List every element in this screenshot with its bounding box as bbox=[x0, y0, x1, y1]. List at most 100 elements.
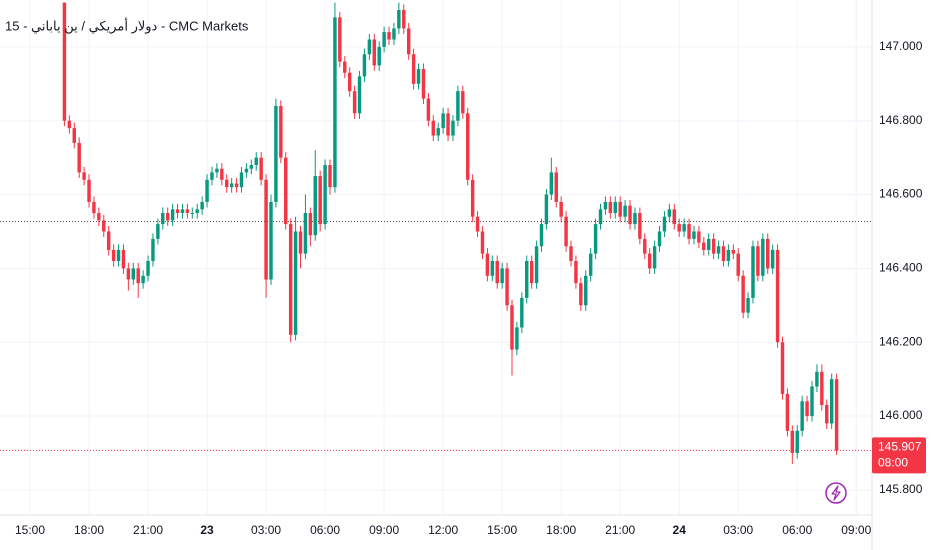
candle-body bbox=[362, 54, 367, 77]
candle-body bbox=[756, 246, 760, 276]
candle-body bbox=[165, 213, 170, 221]
candle-body bbox=[274, 105, 278, 202]
candle-body bbox=[441, 113, 445, 129]
candle-body bbox=[569, 246, 573, 262]
candle-body bbox=[716, 246, 721, 254]
candle-body bbox=[766, 238, 770, 269]
candle-body bbox=[372, 39, 376, 66]
candle-body bbox=[534, 246, 539, 284]
candle-body bbox=[520, 297, 524, 328]
candle-body bbox=[697, 231, 701, 243]
x-tick-label: 18:00 bbox=[546, 523, 576, 537]
candle-body bbox=[785, 393, 790, 431]
candle-body bbox=[692, 231, 696, 239]
candle-body bbox=[480, 231, 485, 254]
candle-body bbox=[121, 249, 126, 269]
candle-body bbox=[225, 179, 229, 188]
candle-body bbox=[367, 39, 372, 55]
candle-body bbox=[347, 72, 352, 92]
x-tick-label: 06:00 bbox=[782, 523, 812, 537]
x-tick-label: 06:00 bbox=[310, 523, 340, 537]
candle-body bbox=[706, 238, 711, 250]
candle-body bbox=[431, 120, 436, 136]
candle-body bbox=[220, 168, 224, 180]
x-tick-label: 18:00 bbox=[74, 523, 104, 537]
candle-body bbox=[416, 69, 421, 84]
candle-body bbox=[800, 401, 804, 431]
candle-body bbox=[525, 261, 529, 298]
candle-body bbox=[588, 253, 593, 276]
y-tick-label: 145.800 bbox=[879, 482, 923, 496]
candle-body bbox=[579, 283, 583, 306]
candle-body bbox=[436, 128, 440, 136]
candle-body bbox=[205, 179, 209, 202]
candle-body bbox=[815, 371, 819, 387]
candle-body bbox=[500, 268, 504, 284]
candle-body bbox=[195, 209, 199, 214]
candle-body bbox=[170, 209, 175, 221]
candle-body bbox=[475, 216, 480, 232]
candle-body bbox=[352, 91, 357, 114]
candle-body bbox=[559, 201, 563, 217]
x-tick-label: 21:00 bbox=[133, 523, 163, 537]
candle-body bbox=[564, 216, 568, 247]
candle-body bbox=[180, 209, 185, 214]
candle-body bbox=[264, 179, 268, 280]
candle-body bbox=[761, 238, 765, 276]
candle-body bbox=[136, 268, 140, 284]
candle-body bbox=[229, 183, 234, 188]
candle-body bbox=[746, 297, 750, 313]
candle-body bbox=[402, 9, 406, 29]
candle-body bbox=[466, 113, 470, 180]
candle-body bbox=[539, 224, 544, 247]
candle-body bbox=[269, 201, 273, 280]
candle-body bbox=[97, 213, 101, 221]
candle-body bbox=[111, 249, 116, 262]
candle-body bbox=[333, 17, 337, 188]
candle-body bbox=[382, 32, 386, 47]
candle-body bbox=[638, 213, 642, 239]
y-tick-label: 146.800 bbox=[879, 113, 923, 127]
candle-body bbox=[485, 253, 490, 276]
candle-body bbox=[126, 268, 131, 280]
x-tick-label: 12:00 bbox=[428, 523, 458, 537]
candle-body bbox=[652, 246, 657, 269]
candle-body bbox=[156, 224, 160, 239]
candle-body bbox=[293, 231, 298, 335]
candle-body bbox=[810, 386, 814, 417]
x-tick-label: 09:00 bbox=[369, 523, 399, 537]
candle-body bbox=[608, 201, 613, 214]
candle-body bbox=[303, 213, 308, 254]
candle-body bbox=[151, 238, 155, 262]
x-tick-label: 03:00 bbox=[723, 523, 753, 537]
x-tick-label: 24 bbox=[673, 523, 687, 537]
candle-body bbox=[92, 201, 96, 214]
candle-body bbox=[790, 430, 795, 453]
candle-body bbox=[82, 172, 86, 180]
candle-body bbox=[490, 261, 495, 276]
candle-body bbox=[820, 371, 824, 405]
candle-body bbox=[495, 261, 499, 284]
candle-body bbox=[584, 275, 588, 306]
candle-body bbox=[613, 201, 617, 214]
y-tick-label: 146.400 bbox=[879, 261, 923, 275]
candle-body bbox=[406, 28, 411, 55]
candle-body bbox=[770, 249, 775, 269]
x-tick-label: 03:00 bbox=[251, 523, 281, 537]
candle-body bbox=[731, 249, 736, 254]
candle-body bbox=[87, 179, 91, 202]
candle-body bbox=[328, 165, 332, 188]
candles bbox=[62, 2, 839, 465]
overlay bbox=[0, 221, 872, 451]
candle-body bbox=[628, 205, 632, 225]
candle-body bbox=[254, 157, 258, 166]
x-tick-label: 23 bbox=[200, 523, 214, 537]
alert-icon[interactable] bbox=[825, 482, 847, 504]
candle-body bbox=[726, 249, 731, 262]
candle-body bbox=[116, 249, 121, 262]
candle-body bbox=[62, 2, 67, 121]
candle-body bbox=[825, 404, 829, 424]
x-tick-label: 09:00 bbox=[841, 523, 871, 537]
candle-body bbox=[751, 246, 755, 298]
candle-body bbox=[421, 69, 426, 99]
